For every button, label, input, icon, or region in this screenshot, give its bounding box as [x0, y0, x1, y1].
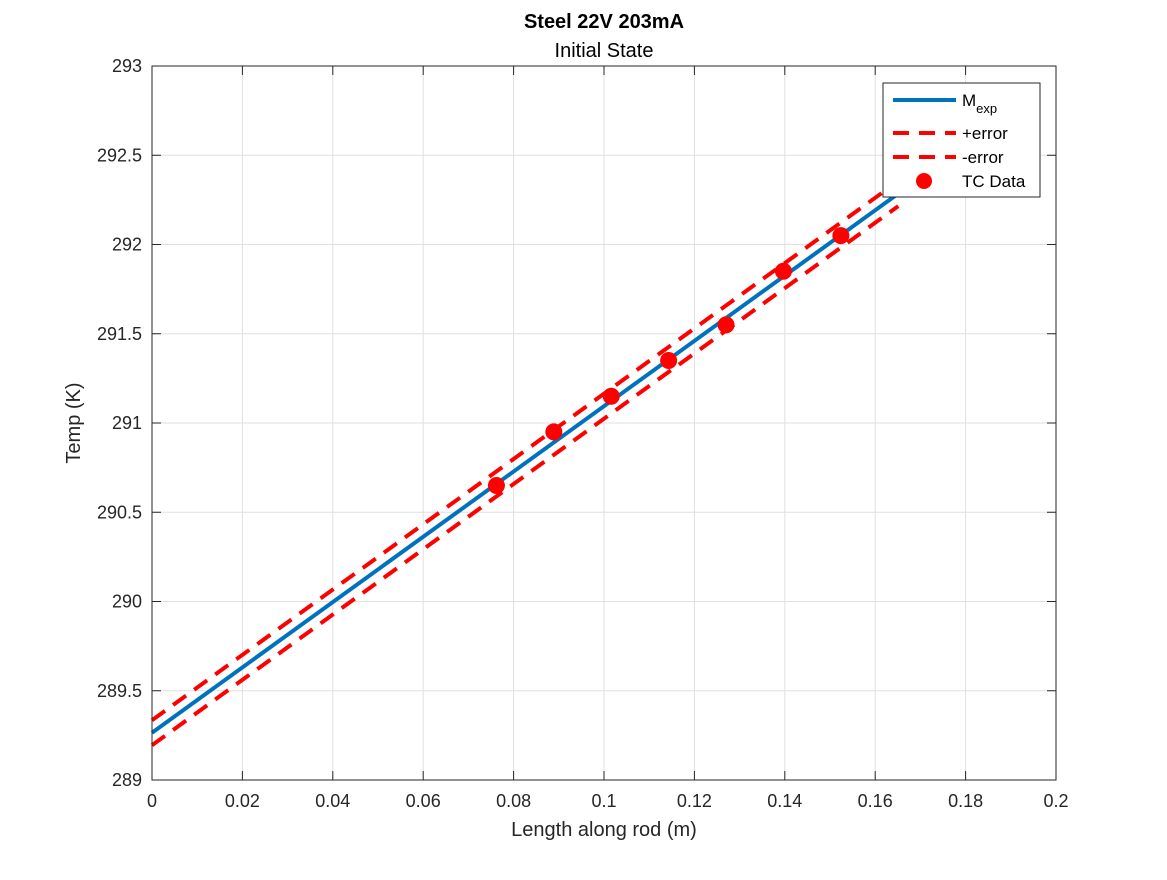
y-tick-label: 291.5: [97, 324, 142, 344]
y-tick-label: 291: [112, 413, 142, 433]
x-tick-label: 0.06: [406, 791, 441, 811]
x-tick-label: 0.18: [948, 791, 983, 811]
chart-subtitle: Initial State: [555, 40, 654, 62]
y-ticks: [152, 65, 1056, 781]
tc-data-point: [602, 387, 620, 405]
x-ticks: [151, 66, 1057, 780]
tc-data-point: [717, 316, 735, 334]
x-tick-label: 0.02: [225, 791, 260, 811]
y-tick-label: 290: [112, 592, 142, 612]
series-layer: [150, 179, 900, 747]
legend-marker-tc-data: [916, 173, 932, 189]
x-tick-label: 0: [147, 791, 157, 811]
legend-entries: Mexp +error -error TC Data: [893, 91, 1026, 191]
legend-label-text: TC Data: [962, 172, 1026, 191]
x-tick-label: 0.2: [1043, 791, 1068, 811]
x-tick-label: 0.1: [591, 791, 616, 811]
legend: Mexp +error -error TC Data: [882, 82, 1041, 198]
tc-data-point: [774, 262, 792, 280]
tc-data-markers: [487, 227, 850, 494]
legend-label: TC Data: [962, 172, 1026, 191]
tc-data-point: [545, 423, 563, 441]
y-tick-label: 293: [112, 56, 142, 76]
legend-label-subscript: exp: [976, 101, 997, 116]
series-line-error: [150, 204, 900, 747]
y-axis-label: Temp (K): [63, 382, 85, 463]
tc-data-point: [487, 476, 505, 494]
legend-label-text: +error: [962, 124, 1008, 143]
y-tick-label: 292.5: [97, 145, 142, 165]
legend-label-text: -error: [962, 148, 1004, 167]
series-line-mexp: [150, 192, 900, 735]
x-tick-labels: 0 0.02 0.04 0.06 0.08 0.1 0.12 0.14 0.16 0.18 0.2: [147, 791, 1069, 811]
x-tick-label: 0.04: [315, 791, 350, 811]
tc-data-point: [660, 352, 678, 370]
x-tick-label: 0.16: [858, 791, 893, 811]
y-tick-label: 292: [112, 235, 142, 255]
chart-title: Steel 22V 203mA: [524, 11, 684, 33]
series-line-error: [150, 179, 900, 722]
y-tick-label: 289.5: [97, 681, 142, 701]
x-tick-label: 0.08: [496, 791, 531, 811]
tc-data-point: [832, 227, 850, 245]
legend-label-text: M: [962, 91, 976, 110]
x-tick-label: 0.12: [677, 791, 712, 811]
x-axis-label: Length along rod (m): [511, 819, 697, 841]
y-tick-labels: 289 289.5 290 290.5 291 291.5 292 292.5 293: [97, 56, 142, 790]
legend-label: +error: [962, 124, 1008, 143]
legend-label: Mexp: [962, 91, 997, 116]
y-tick-label: 289: [112, 770, 142, 790]
legend-label: -error: [962, 148, 1004, 167]
x-tick-label: 0.14: [767, 791, 802, 811]
y-tick-label: 290.5: [97, 502, 142, 522]
